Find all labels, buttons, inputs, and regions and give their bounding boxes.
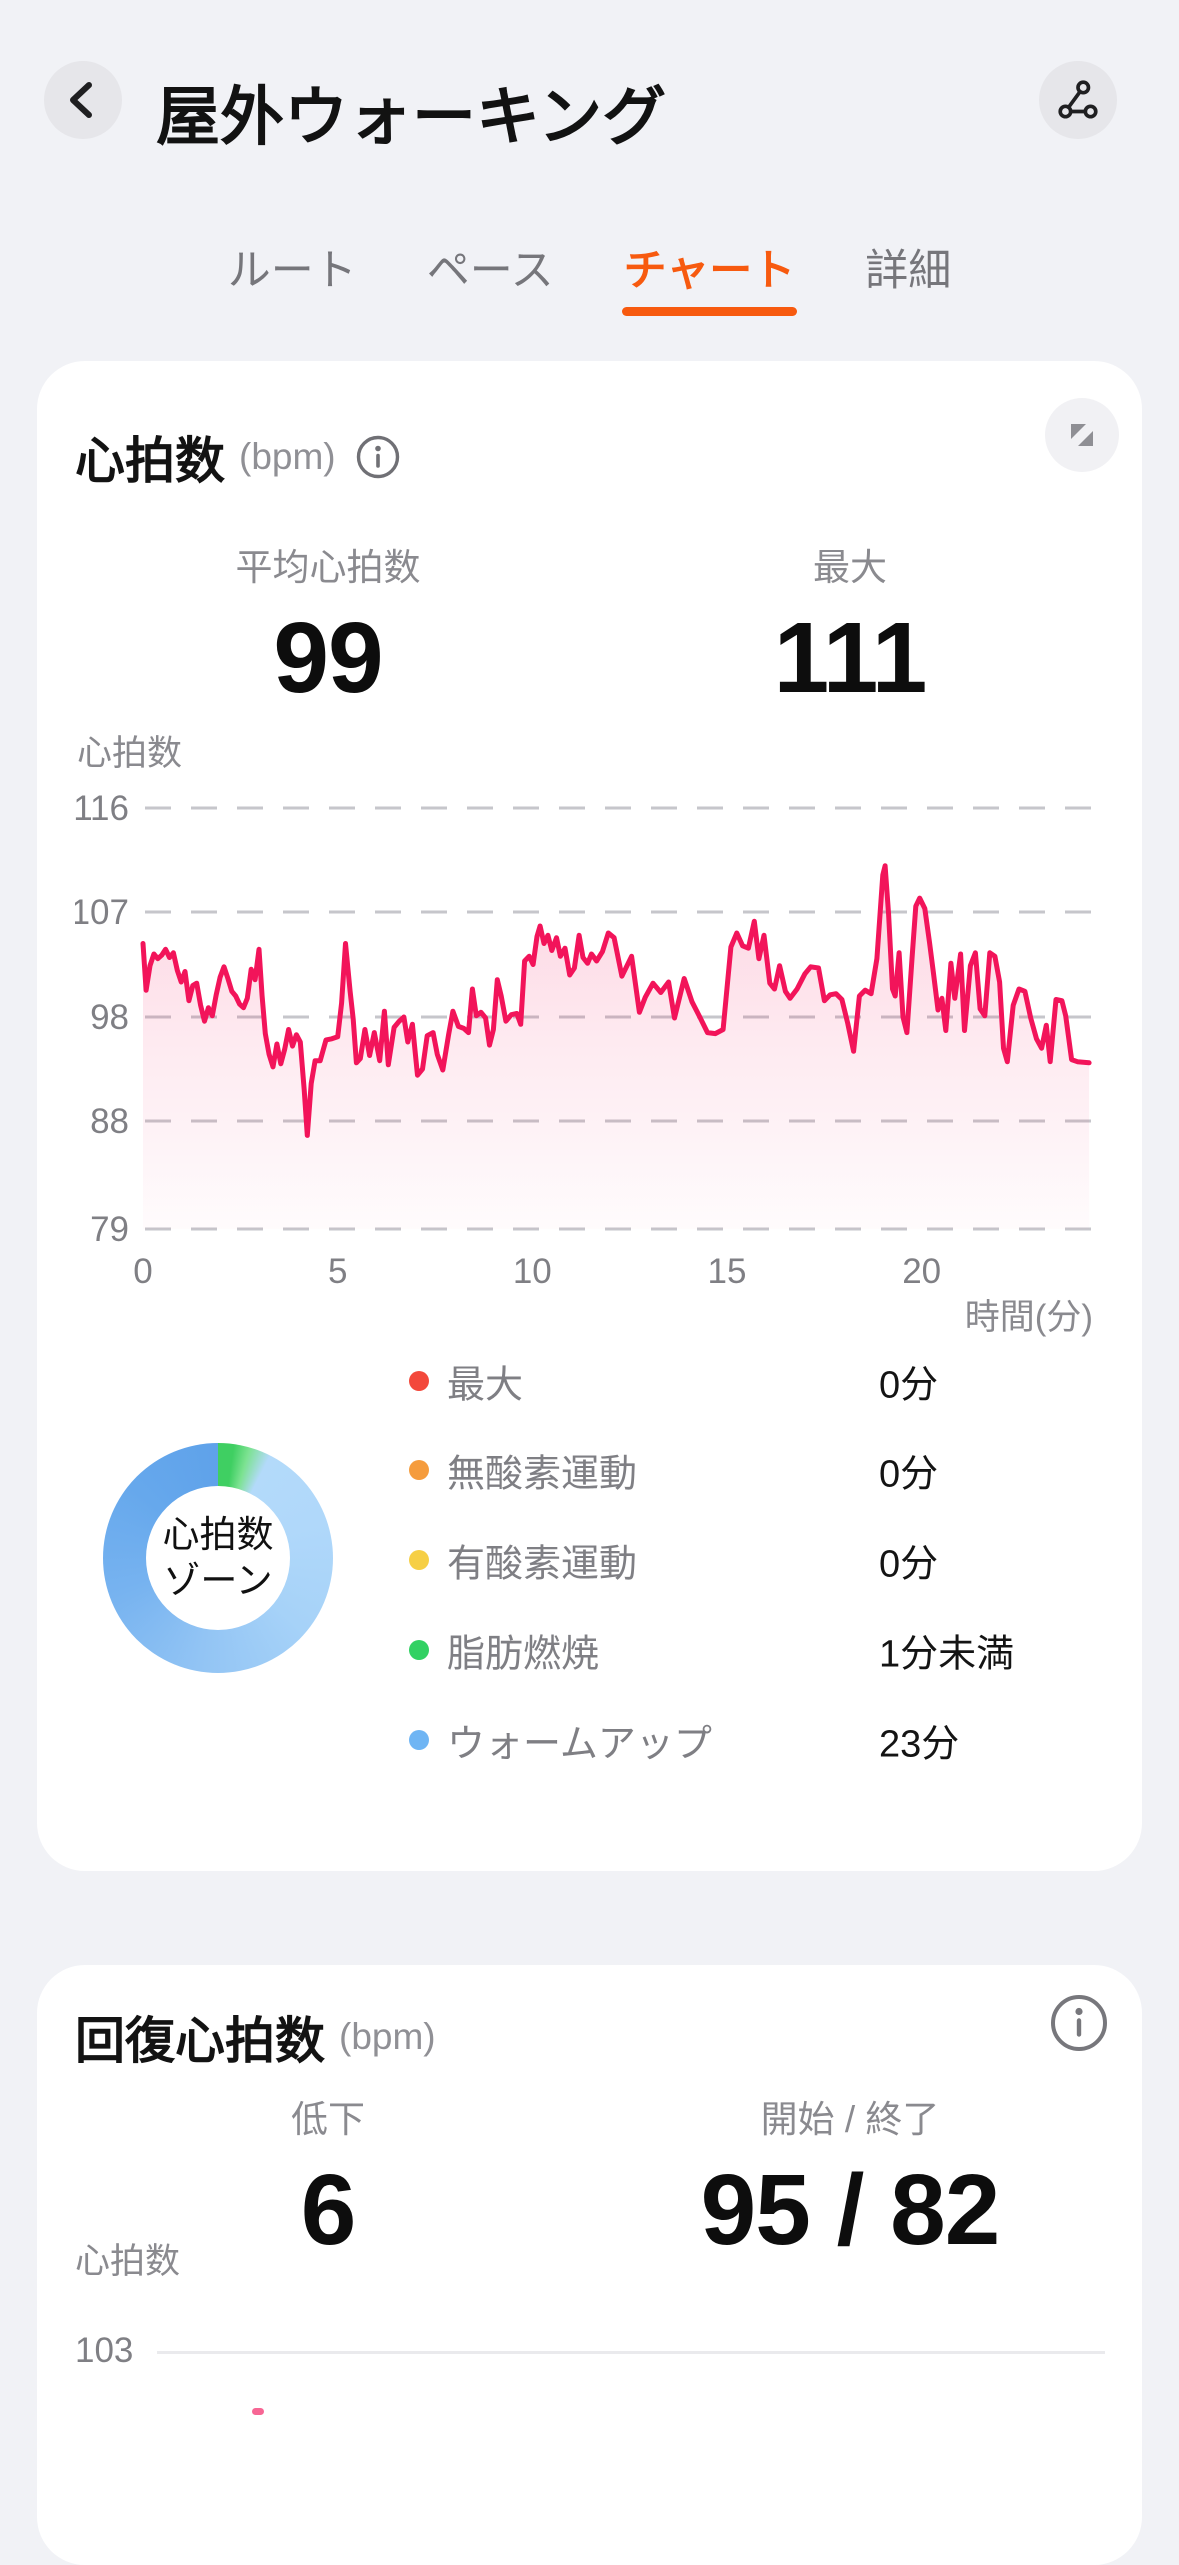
legend-dot [409,1730,429,1750]
legend-dot [409,1371,429,1391]
legend-row-warm-up: ウォームアップ 23分 [37,1712,1142,1768]
stat-average-heart-rate: 平均心拍数 99 [127,537,529,716]
legend-dot [409,1640,429,1660]
heart-rate-card: 心拍数 (bpm) 平均心拍数 99 最大 111 [37,361,1142,1871]
legend-label: ウォームアップ [447,1723,712,1766]
recovery-gridline [157,2351,1105,2354]
legend-value: 23分 [879,1723,960,1766]
legend-label: 最大 [447,1364,524,1407]
recovery-info-button[interactable] [1047,1991,1111,2060]
svg-text:5: 5 [328,1252,347,1291]
legend-row-aerobic: 有酸素運動 0分 [37,1532,1142,1588]
svg-text:116: 116 [75,789,129,828]
svg-text:107: 107 [75,893,129,932]
legend-label: 無酸素運動 [447,1453,638,1496]
share-button[interactable] [1039,61,1117,139]
stat-value: 6 [300,2154,357,2266]
heart-rate-info-button[interactable] [354,433,402,481]
stat-label: 開始 / 終了 [760,2099,940,2140]
stat-max-heart-rate: 最大 111 [649,537,1051,716]
legend-dot [409,1550,429,1570]
stat-drop: 低下 6 [127,2089,529,2268]
heart-rate-chart: 心拍数 116 107 98 88 790 5 10 15 20 時間(分) [75,734,1093,1337]
stat-label: 低下 [291,2099,365,2140]
donut-center-label: 心拍数 ゾーン [162,1514,274,1601]
stat-value: 99 [273,602,383,714]
tab-pace[interactable]: ペース [427,236,554,316]
legend-dot [409,1460,429,1480]
recovery-tick-row: 103 [75,2331,1105,2375]
card-title: 回復心拍数 [75,2013,325,2069]
legend-label: 脂肪燃焼 [447,1633,600,1676]
stat-start-end: 開始 / 終了 95 / 82 [649,2089,1051,2268]
chevron-left-icon [70,82,92,118]
tab-label: ペース [426,247,554,295]
svg-text:時間(分): 時間(分) [965,1298,1093,1337]
tab-details[interactable]: 詳細 [865,236,951,316]
back-button[interactable] [44,61,122,139]
legend-value: 0分 [879,1543,939,1586]
card-unit: (bpm) [339,2016,436,2057]
recovery-line-start [252,2408,264,2415]
svg-text:0: 0 [133,1252,152,1291]
recovery-tick-label: 103 [75,2331,134,2370]
info-icon [356,435,399,479]
svg-text:79: 79 [90,1210,129,1249]
svg-text:10: 10 [513,1252,552,1291]
tab-label: ルート [227,247,357,295]
legend-value: 1分未満 [879,1633,1015,1676]
legend-label: 有酸素運動 [447,1543,638,1586]
legend-row-fat-burn: 脂肪燃焼 1分未満 [37,1622,1142,1678]
svg-text:15: 15 [708,1252,747,1291]
heart-rate-zones-donut: 心拍数 ゾーン [103,1443,333,1673]
svg-text:88: 88 [90,1102,129,1141]
svg-text:98: 98 [90,998,129,1037]
share-route-icon [1058,80,1098,119]
tab-route[interactable]: ルート [228,236,357,316]
legend-row-anaerobic: 無酸素運動 0分 [37,1442,1142,1498]
expand-chart-button[interactable] [1045,398,1119,472]
svg-text:心拍数: 心拍数 [77,734,182,773]
tab-chart[interactable]: チャート [621,236,797,316]
recovery-heart-rate-card: 回復心拍数 (bpm) 低下 6 開始 / 終了 95 / 82 心拍数 103 [37,1965,1142,2565]
tab-bar: ルート ペース チャート 詳細 [0,236,1179,316]
stat-label: 平均心拍数 [235,547,421,588]
legend-value: 0分 [879,1364,939,1407]
tab-label: 詳細 [865,247,952,295]
legend-value: 0分 [879,1453,939,1496]
card-title: 心拍数 [75,433,225,489]
page-title: 屋外ウォーキング [156,81,667,153]
recovery-axis-label: 心拍数 [75,2242,181,2281]
tab-label: チャート [623,247,796,295]
expand-icon [1071,424,1093,446]
stat-value: 111 [773,602,928,714]
legend-row-max: 最大 0分 [37,1353,1142,1409]
svg-text:20: 20 [902,1252,941,1291]
stat-value: 95 / 82 [700,2154,1001,2266]
card-unit: (bpm) [239,436,336,477]
stat-label: 最大 [813,547,887,588]
info-icon [1051,1995,1107,2051]
